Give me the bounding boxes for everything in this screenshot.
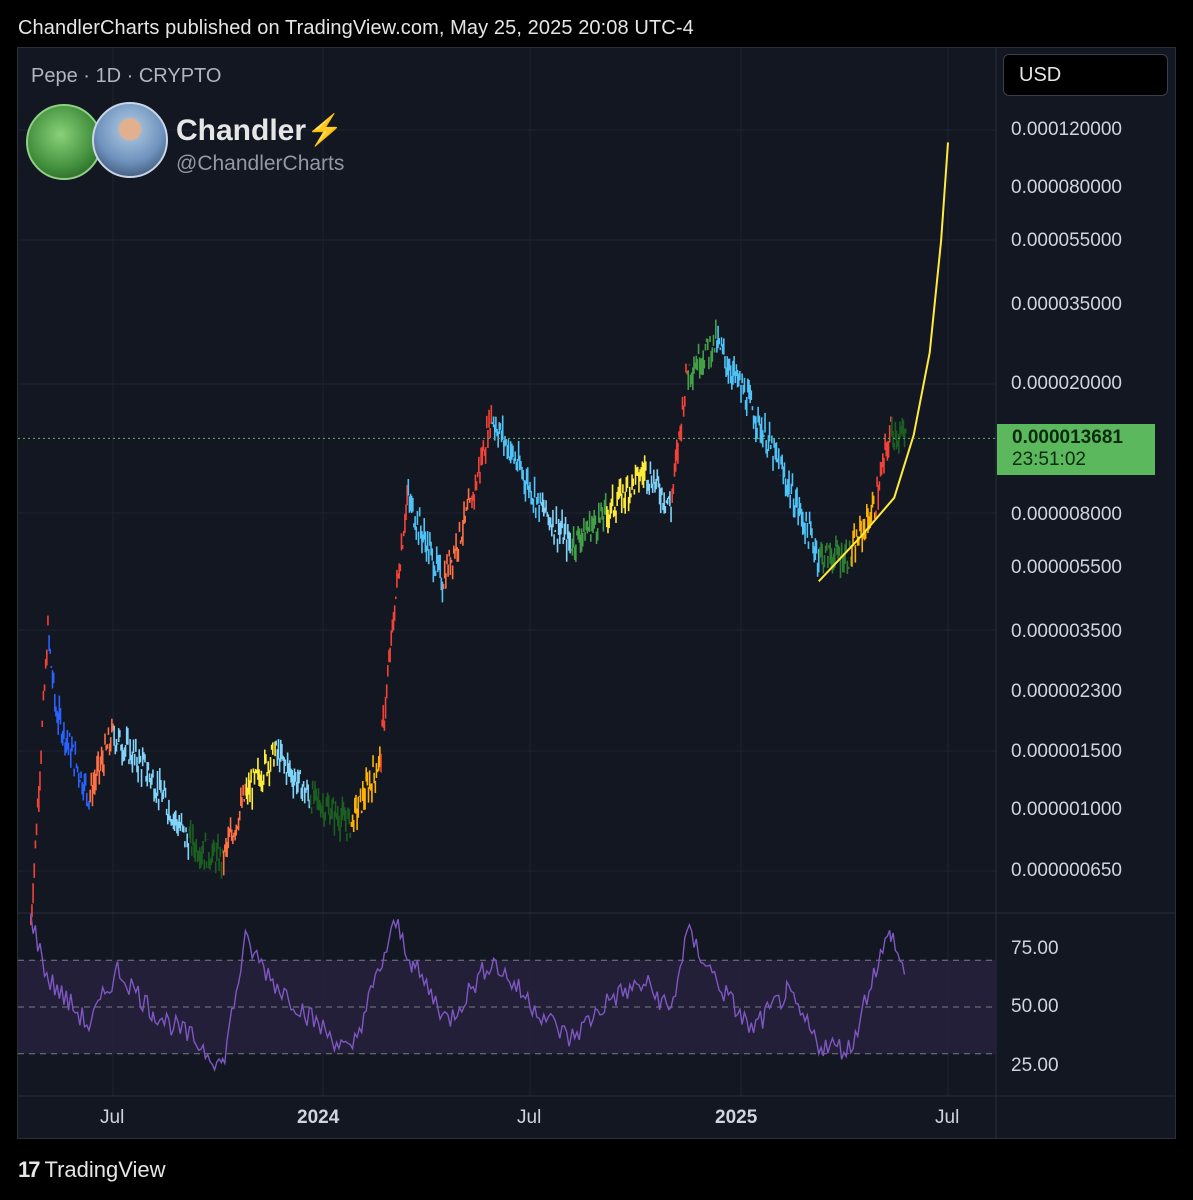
price-candles: [30, 319, 907, 926]
price-tick-label: 0.000008000: [1011, 503, 1122, 525]
projection-curve: [818, 142, 949, 582]
projection-line: [818, 142, 949, 582]
author-name: Chandler⚡: [176, 114, 344, 147]
chart-frame[interactable]: [17, 47, 1176, 1139]
price-tick-label: 0.000035000: [1011, 293, 1122, 315]
candle-countdown: 23:51:02: [1012, 449, 1086, 470]
rsi-line: [30, 913, 906, 1073]
tradingview-logo-icon: 17: [18, 1157, 41, 1182]
price-tick-label: 0.000002300: [1011, 680, 1122, 702]
gridlines: [18, 48, 1176, 1138]
price-tick-label: 0.000003500: [1011, 620, 1122, 642]
author-avatar: [92, 102, 168, 178]
rsi-band: [18, 959, 996, 1055]
publish-header: ChandlerCharts published on TradingView.…: [18, 17, 694, 39]
symbol-title: Pepe · 1D · CRYPTO: [31, 65, 222, 87]
price-tick-label: 0.000020000: [1011, 373, 1122, 395]
price-tick-label: 0.000000650: [1011, 860, 1122, 881]
currency-button[interactable]: USD: [1003, 54, 1168, 96]
author-handle: @ChandlerCharts: [176, 152, 345, 175]
price-tick-label: 0.000005500: [1011, 556, 1122, 578]
tradingview-footer[interactable]: 17 TradingView: [18, 1157, 166, 1182]
time-tick-label: 2024: [297, 1107, 340, 1128]
lightning-icon: ⚡: [306, 114, 344, 147]
pepe-avatar: [26, 104, 102, 180]
time-tick-label: Jul: [935, 1107, 960, 1128]
time-tick-label: Jul: [100, 1107, 125, 1128]
current-price-value: 0.000013681: [1012, 427, 1123, 448]
current-price-badge: 0.000013681 23:51:02: [997, 424, 1155, 475]
rsi-series: [30, 913, 906, 1073]
rsi-tick-label: 50.00: [1011, 996, 1059, 1017]
price-tick-label: 0.000001500: [1011, 741, 1122, 763]
time-tick-label: 2025: [715, 1107, 758, 1128]
price-tick-label: 0.000001000: [1011, 798, 1122, 820]
price-tick-label: 0.000055000: [1011, 229, 1122, 251]
rsi-tick-label: 75.00: [1011, 937, 1059, 959]
price-tick-label: 0.000120000: [1011, 119, 1122, 140]
price-tick-label: 0.000080000: [1011, 176, 1122, 198]
time-tick-label: Jul: [517, 1107, 542, 1128]
rsi-tick-label: 25.00: [1011, 1054, 1059, 1076]
